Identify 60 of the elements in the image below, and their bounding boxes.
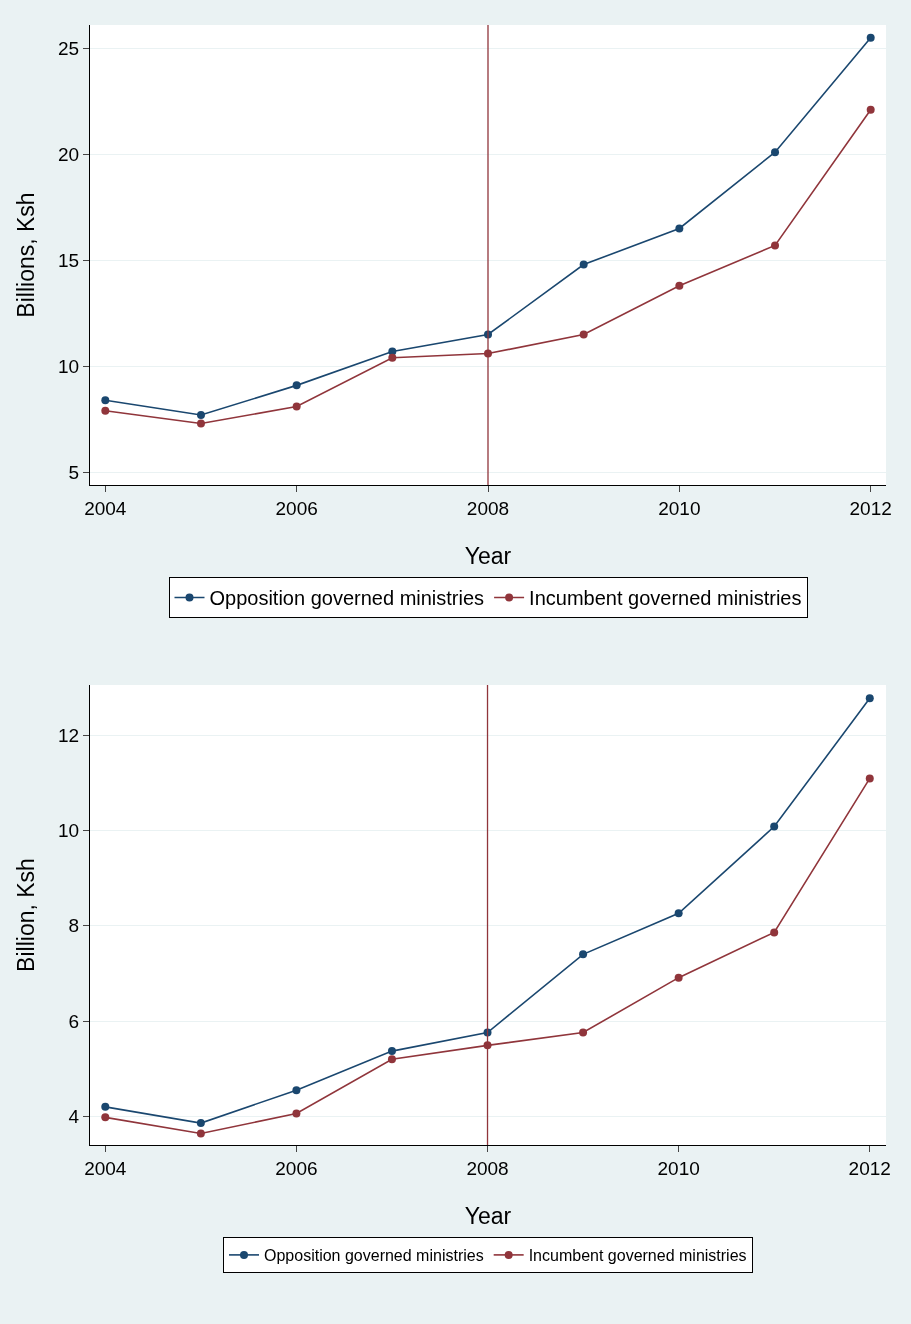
y-tick-label: 15	[58, 249, 80, 271]
point	[866, 33, 875, 42]
point	[388, 353, 397, 362]
point	[292, 402, 301, 411]
x-tick-label: 2010	[658, 497, 701, 519]
point	[771, 148, 780, 157]
y-tick-label: 25	[58, 37, 80, 59]
point	[292, 1086, 301, 1095]
point	[101, 1102, 110, 1111]
point	[865, 694, 874, 703]
y-tick-label: 12	[58, 724, 80, 746]
x-tick-label: 2006	[275, 1157, 318, 1179]
y-tick-label: 6	[68, 1010, 80, 1032]
legend-label: Opposition governed ministries	[264, 1247, 484, 1265]
x-tick-label: 2012	[848, 1157, 891, 1179]
point	[579, 260, 588, 269]
point	[770, 928, 779, 937]
y-tick-label: 10	[58, 820, 80, 842]
point	[387, 1055, 396, 1064]
y-tick-label: 4	[68, 1106, 80, 1128]
point	[196, 1129, 205, 1138]
point	[101, 406, 110, 415]
x-axis-title: Year	[464, 543, 512, 569]
x-tick-label: 2004	[84, 1157, 127, 1179]
point	[196, 419, 205, 428]
x-tick-label: 2008	[466, 497, 510, 519]
point	[865, 774, 874, 783]
x-tick-label: 2008	[466, 1157, 509, 1179]
point	[101, 1113, 110, 1122]
point	[388, 347, 397, 356]
y-tick-label: 8	[68, 915, 80, 937]
x-tick-label: 2004	[84, 497, 127, 519]
x-tick-label: 2006	[275, 497, 318, 519]
y-tick-label: 20	[58, 143, 80, 165]
x-tick-label: 2012	[849, 497, 892, 519]
point	[196, 1119, 205, 1128]
point	[675, 281, 684, 290]
point	[674, 973, 683, 982]
point	[579, 1028, 588, 1037]
point	[770, 822, 779, 831]
point	[771, 241, 780, 250]
point	[196, 411, 205, 420]
legend-label: Incumbent governed ministries	[529, 587, 802, 610]
point	[387, 1047, 396, 1056]
point	[579, 950, 588, 959]
point	[101, 396, 110, 405]
point	[866, 105, 875, 114]
y-tick-label: 10	[58, 355, 80, 377]
point	[674, 909, 683, 918]
x-tick-label: 2010	[657, 1157, 700, 1179]
legend-label: Opposition governed ministries	[209, 587, 485, 610]
x-axis-title: Year	[464, 1203, 512, 1229]
y-axis-title: Billion, Ksh	[13, 858, 39, 972]
y-tick-label: 5	[68, 461, 80, 483]
y-axis-title: Billions, Ksh	[13, 192, 39, 318]
point	[292, 381, 301, 390]
point	[579, 330, 588, 339]
point	[675, 224, 684, 233]
legend-label: Incumbent governed ministries	[528, 1247, 747, 1265]
point	[292, 1109, 301, 1118]
